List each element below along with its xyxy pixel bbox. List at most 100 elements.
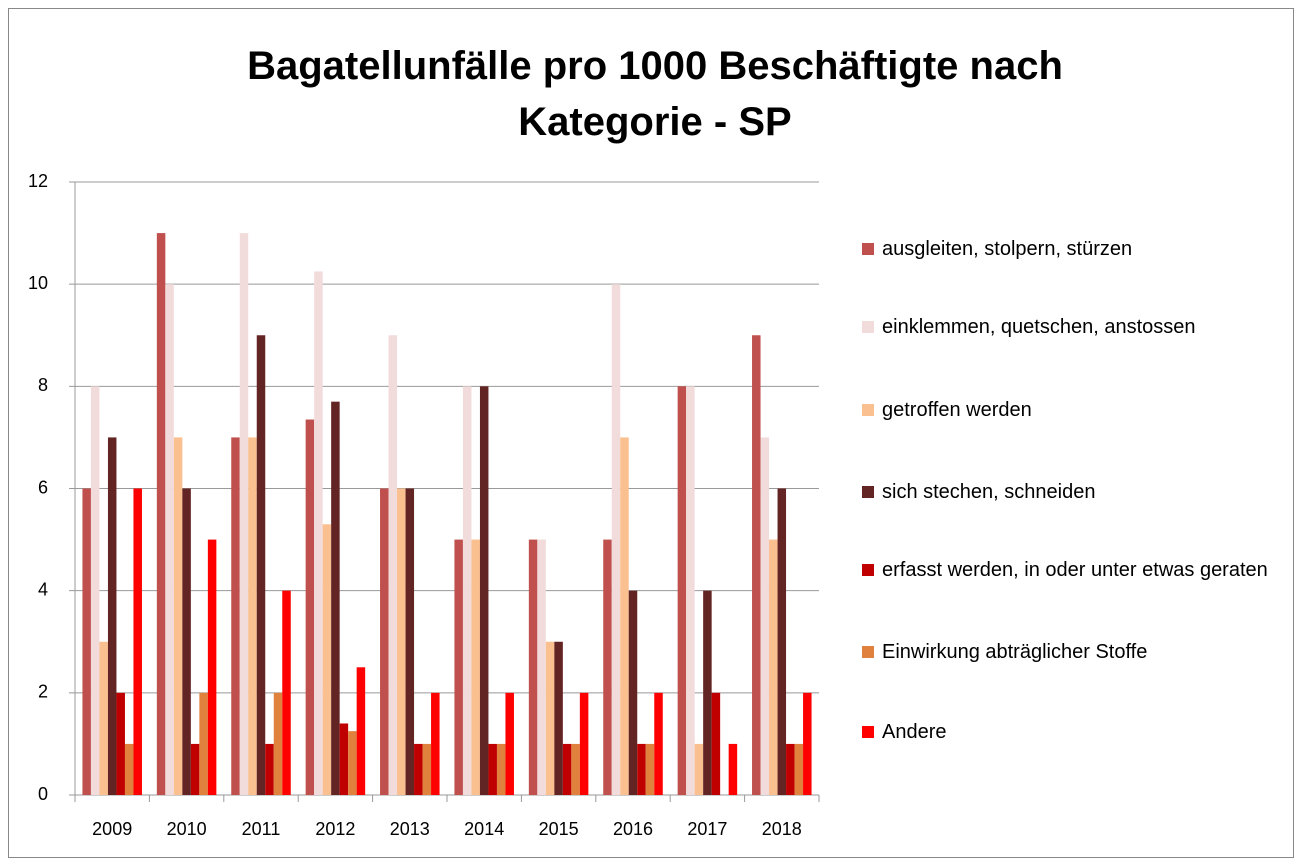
bar — [677, 386, 687, 795]
bar — [165, 284, 174, 795]
bar — [620, 437, 629, 795]
legend-swatch — [862, 321, 874, 333]
bar — [265, 743, 274, 795]
legend-item: einklemmen, quetschen, anstossen — [862, 313, 1292, 341]
bar — [777, 488, 787, 795]
bar — [488, 743, 497, 795]
bar — [133, 488, 142, 795]
bar — [628, 590, 638, 795]
y-tick-label: 4 — [38, 579, 48, 599]
bar — [769, 539, 778, 795]
bar — [314, 271, 323, 795]
bar — [545, 641, 555, 795]
bar — [496, 743, 506, 795]
bar — [107, 437, 117, 795]
bar — [786, 743, 795, 795]
y-tick-label: 10 — [28, 273, 48, 293]
legend-item: getroffen werden — [862, 396, 1292, 424]
bar — [256, 335, 266, 795]
x-tick-label: 2015 — [539, 819, 579, 839]
x-tick-label: 2010 — [167, 819, 207, 839]
legend-swatch — [862, 243, 874, 255]
bar — [471, 539, 480, 795]
bar — [454, 539, 463, 795]
legend-swatch — [862, 726, 874, 738]
legend-label: ausgleiten, stolpern, stürzen — [882, 238, 1133, 260]
x-tick-label: 2018 — [762, 819, 802, 839]
bar — [239, 233, 249, 796]
bar — [90, 386, 100, 795]
legend-swatch — [862, 564, 874, 576]
x-tick-label: 2014 — [464, 819, 504, 839]
legend-item: Andere — [862, 718, 1292, 746]
bar — [124, 743, 134, 795]
legend-label: Andere — [882, 721, 947, 743]
bar — [322, 524, 332, 795]
bar — [654, 692, 663, 795]
legend-item: sich stechen, schneiden — [862, 478, 1292, 506]
y-tick-label: 12 — [28, 171, 48, 191]
bar — [579, 692, 589, 795]
bar — [686, 386, 695, 795]
y-tick-label: 6 — [38, 477, 48, 497]
bar — [760, 437, 770, 795]
legend-item: ausgleiten, stolpern, stürzen — [862, 235, 1292, 263]
x-tick-label: 2012 — [315, 819, 355, 839]
bar — [305, 419, 315, 795]
x-tick-label: 2016 — [613, 819, 653, 839]
legend-item: Einwirkung abträglicher Stoffe — [862, 638, 1292, 666]
bar — [479, 386, 489, 795]
bar — [703, 590, 712, 795]
x-tick-label: 2017 — [687, 819, 727, 839]
bar — [331, 401, 340, 795]
bar — [182, 488, 191, 795]
bar — [248, 437, 257, 795]
legend-label: getroffen werden — [882, 399, 1032, 421]
bar — [505, 692, 514, 795]
bar — [728, 743, 738, 795]
bar — [537, 539, 546, 795]
bar — [273, 692, 283, 795]
chart-title: Bagatellunfälle pro 1000 Beschäftigte na… — [247, 44, 1063, 144]
bar — [803, 692, 812, 795]
x-tick-label: 2011 — [242, 819, 281, 839]
bar — [752, 335, 761, 795]
bar — [388, 335, 398, 795]
bar — [339, 723, 349, 795]
bar — [199, 692, 208, 795]
bar — [116, 692, 125, 795]
bar — [431, 692, 440, 795]
bar — [611, 284, 621, 795]
bar — [562, 743, 572, 795]
bar — [156, 233, 166, 796]
bar — [603, 539, 612, 795]
bar — [405, 488, 415, 795]
bar — [82, 488, 91, 795]
bar — [348, 731, 357, 795]
legend-swatch — [862, 646, 874, 658]
x-tick-label: 2009 — [92, 819, 132, 839]
bar — [231, 437, 240, 795]
legend-label: einklemmen, quetschen, anstossen — [882, 316, 1196, 338]
y-tick-label: 2 — [38, 682, 48, 702]
bar — [462, 386, 472, 795]
bar — [380, 488, 389, 795]
x-tick-label: 2013 — [390, 819, 430, 839]
bar — [794, 743, 804, 795]
legend-label: sich stechen, schneiden — [882, 481, 1096, 503]
bar — [711, 692, 721, 795]
bar — [528, 539, 538, 795]
bar — [645, 743, 655, 795]
bar — [694, 743, 704, 795]
bar — [282, 590, 291, 795]
bar — [637, 743, 646, 795]
legend-swatch — [862, 404, 874, 416]
legend-label: erfasst werden, in oder unter etwas gera… — [882, 559, 1268, 581]
legend-item: erfasst werden, in oder unter etwas gera… — [862, 556, 1292, 584]
bar — [422, 743, 432, 795]
bar — [207, 539, 217, 795]
y-tick-label: 8 — [38, 375, 48, 395]
legend-swatch — [862, 486, 874, 498]
